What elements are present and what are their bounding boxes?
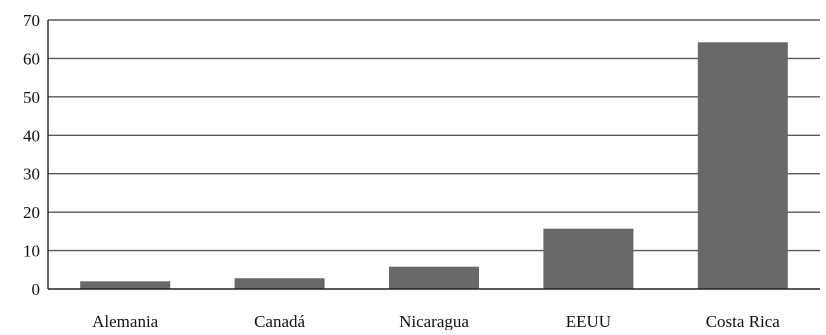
x-tick-label: Nicaragua [399,312,469,330]
x-tick-label: EEUU [566,312,611,330]
bar-canad- [234,278,325,289]
y-tick-label: 20 [23,203,40,222]
y-axis-tick-labels: 0 10 20 30 40 50 60 70 [23,11,40,299]
gridlines [48,19,820,252]
y-tick-label: 0 [32,280,41,299]
bar-costa-rica [697,42,788,289]
bar-eeuu [543,228,634,289]
y-tick-label: 10 [23,242,40,261]
y-tick-label: 40 [23,126,40,145]
bar-alemania [80,281,171,289]
bar-nicaragua [389,266,479,289]
y-tick-label: 70 [23,11,40,30]
x-tick-label: Canadá [254,312,305,330]
axes [47,20,820,290]
y-tick-label: 30 [23,165,40,184]
y-tick-label: 60 [23,49,40,68]
x-tick-label: Costa Rica [706,312,781,330]
bars [80,42,788,289]
y-tick-label: 50 [23,88,40,107]
x-axis-tick-labels: Alemania Canadá Nicaragua EEUU Costa Rica [92,312,781,331]
x-tick-label: Alemania [92,312,159,330]
